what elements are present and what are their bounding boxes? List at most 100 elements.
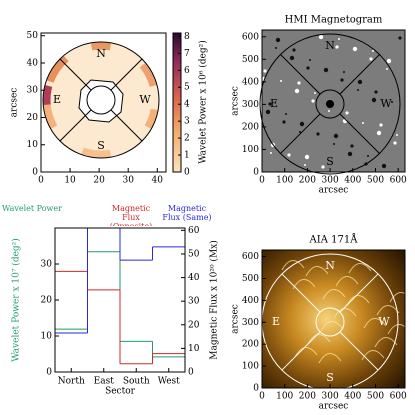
y2-tick-label: 20 (188, 320, 200, 330)
magnetic-feature (386, 58, 392, 64)
sector-circle (42, 41, 160, 159)
sector-line (339, 113, 380, 154)
x-tick-label: 100 (276, 392, 293, 402)
x-tick-label: South (123, 377, 150, 387)
magnetic-feature (393, 141, 397, 145)
colorbar-tick-label: 5 (184, 83, 190, 93)
y-tick-label: 50 (27, 31, 39, 41)
coronal-loop (281, 260, 305, 271)
y-tick-label: 400 (242, 296, 259, 306)
plot-frame (261, 29, 406, 173)
colorbar (172, 32, 182, 173)
y2-tick-label: 30 (188, 297, 200, 307)
y-tick-label: 20 (27, 113, 39, 123)
sector-label: E (272, 315, 280, 328)
plot-frame (40, 32, 167, 173)
x-tick-label: 600 (390, 392, 407, 402)
magnetic-feature (314, 92, 316, 94)
magnetic-feature (335, 45, 339, 49)
y2-tick-label: 60 (188, 226, 200, 236)
magnetic-feature (292, 48, 296, 52)
sector-line (281, 273, 321, 313)
plot-frame (54, 227, 186, 373)
legend-label: Magnetic Flux (Same) (162, 204, 212, 222)
coronal-loop (361, 350, 385, 361)
colorbar-label: Wavelet Power x 10⁶ (deg²) (198, 40, 209, 164)
y-tick-label: 200 (242, 340, 259, 350)
magnetic-feature (371, 97, 377, 103)
colorbar-tick-label: 3 (184, 117, 190, 127)
x-tick-label: 500 (367, 176, 384, 186)
power-patch (81, 147, 111, 158)
y-tick-label: 300 (242, 100, 259, 110)
y-tick-label: 600 (242, 32, 259, 42)
y-axis-label: arcsec (231, 86, 241, 116)
legend-label: Wavelet Power (2, 204, 62, 213)
x-tick-label: 500 (367, 392, 384, 402)
sector-line (281, 331, 321, 371)
magnetic-feature (352, 46, 358, 52)
power-patch (144, 108, 158, 129)
magnetic-feature (299, 131, 301, 133)
panel-title: AIA 171Å (309, 234, 359, 246)
sunspot (326, 100, 334, 108)
y-tick-label: 0 (253, 384, 259, 394)
y-tick-label: 0 (46, 368, 52, 378)
magnetic-feature (340, 78, 344, 82)
colorbar-tick-label: 1 (184, 151, 190, 161)
x-tick-label: 30 (122, 176, 134, 186)
sector-line (110, 109, 143, 142)
sector-label: W (139, 93, 151, 106)
coronal-loop (318, 353, 342, 364)
magnetic-feature (372, 50, 374, 52)
legend-item: Magnetic Flux (Opposite) (110, 204, 152, 226)
y2-axis-label: Magnetic Flux x 10²⁰ (Mx) (209, 240, 220, 360)
magnetic-feature (350, 144, 354, 148)
inner-circle (315, 89, 345, 119)
x-tick-label: 200 (299, 176, 316, 186)
sector-label: S (326, 155, 334, 168)
solar-image (262, 250, 405, 388)
panel-title: HMI Magnetogram (285, 15, 383, 26)
y-tick-label: 30 (41, 260, 53, 270)
magnetic-feature (309, 59, 311, 61)
x-tick-label: 20 (93, 176, 105, 186)
x-tick-label: East (94, 377, 115, 387)
y2-tick-label: 50 (188, 249, 200, 259)
plot-frame (261, 249, 406, 389)
power-patch (91, 42, 111, 51)
magnetic-feature (333, 143, 335, 145)
x-tick-label: 40 (152, 176, 164, 186)
coronal-loop (335, 276, 359, 287)
sector-line (280, 113, 321, 154)
y-tick-label: 400 (242, 77, 259, 87)
coronal-loop (307, 334, 331, 345)
coronal-loop (346, 295, 370, 306)
y-tick-label: 500 (242, 55, 259, 65)
inner-circle (315, 307, 345, 337)
magnetic-feature (367, 155, 369, 157)
coronal-loop (389, 292, 405, 303)
colorbar-tick-label: 0 (184, 168, 190, 178)
magnetic-feature (299, 121, 305, 127)
magnetic-feature (323, 67, 329, 73)
sector-label: N (325, 259, 335, 272)
x-tick-label: North (58, 377, 85, 387)
magnetic-feature (343, 71, 345, 73)
colorbar-tick-label: 7 (184, 49, 190, 59)
magnetic-feature (316, 132, 320, 136)
y-axis-label: arcsec (231, 304, 241, 334)
y-axis-label: arcsec (10, 88, 20, 118)
x-tick-label: 300 (322, 176, 339, 186)
magnetic-feature (311, 99, 315, 103)
magnetic-feature (369, 57, 373, 61)
legend-item: Magnetic Flux (Same) (162, 204, 212, 222)
magnetic-feature (285, 113, 287, 115)
coronal-loop (363, 318, 387, 329)
x-tick-label: 400 (344, 392, 361, 402)
coronal-loop (322, 289, 346, 300)
y2-tick-label: 0 (188, 368, 194, 378)
magnetic-feature (374, 90, 378, 94)
x-tick-label: 200 (299, 392, 316, 402)
magnetic-feature (396, 134, 398, 136)
